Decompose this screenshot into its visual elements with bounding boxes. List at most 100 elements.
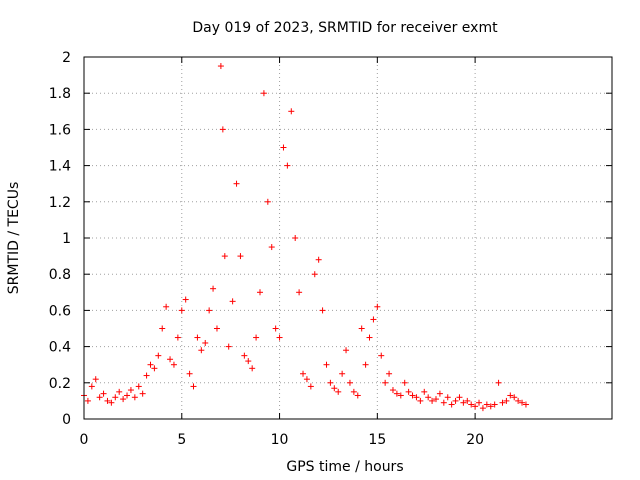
data-point (206, 307, 213, 314)
plot-frame (83, 56, 613, 420)
data-point (194, 334, 201, 341)
data-point (268, 244, 275, 251)
data-point (276, 334, 283, 341)
y-tick-label: 1.2 (49, 195, 71, 211)
data-point (112, 394, 119, 401)
y-tick-label: 0.4 (49, 340, 71, 356)
y-tick-label: 1.8 (49, 86, 71, 102)
data-point (139, 390, 146, 397)
data-point (303, 376, 310, 383)
data-point (104, 397, 111, 404)
data-point (479, 405, 486, 412)
data-point (468, 401, 475, 408)
chart-title: Day 019 of 2023, SRMTID for receiver exm… (192, 20, 498, 36)
data-point (374, 303, 381, 310)
data-point (124, 392, 131, 399)
data-point (315, 256, 322, 263)
axis-ticks: 00.20.40.60.811.21.41.61.820 5 10 15 20 (49, 50, 612, 448)
data-point (131, 394, 138, 401)
data-point (237, 253, 244, 260)
y-tick-label: 1 (62, 231, 71, 247)
data-point (456, 394, 463, 401)
data-point (219, 126, 226, 133)
data-point (397, 392, 404, 399)
data-point (100, 390, 107, 397)
y-tick-label: 2 (62, 50, 71, 66)
data-point (507, 392, 514, 399)
y-tick-label: 0 (62, 412, 71, 428)
data-point (413, 394, 420, 401)
data-point (354, 392, 361, 399)
x-axis-label: GPS time / hours (286, 459, 403, 475)
grid-lines (84, 57, 612, 419)
data-point (511, 394, 518, 401)
data-point (174, 334, 181, 341)
data-point (178, 307, 185, 314)
data-point (272, 325, 279, 332)
data-point (245, 358, 252, 365)
data-point (358, 325, 365, 332)
data-point (233, 180, 240, 187)
data-point (217, 63, 224, 70)
data-point (249, 365, 256, 372)
data-point (350, 388, 357, 395)
data-point (460, 399, 467, 406)
data-point (92, 376, 99, 383)
data-point (378, 352, 385, 359)
data-point (409, 392, 416, 399)
data-point (323, 361, 330, 368)
data-point (472, 403, 479, 410)
data-points (81, 63, 529, 412)
y-tick-label: 1.6 (49, 122, 71, 138)
data-point (452, 397, 459, 404)
data-point (221, 253, 228, 260)
data-point (280, 144, 287, 151)
data-point (311, 271, 318, 278)
data-point (366, 334, 373, 341)
data-point (436, 390, 443, 397)
data-point (483, 401, 490, 408)
data-point (108, 399, 115, 406)
data-point (346, 379, 353, 386)
data-point (495, 379, 502, 386)
x-tick-label: 0 (80, 432, 89, 448)
y-tick-label: 1.4 (49, 159, 71, 175)
data-point (362, 361, 369, 368)
data-point (331, 385, 338, 392)
data-point (264, 198, 271, 205)
data-point (417, 397, 424, 404)
data-point (143, 372, 150, 379)
data-point (116, 388, 123, 395)
data-point (147, 361, 154, 368)
data-point (241, 352, 248, 359)
data-point (307, 383, 314, 390)
data-point (343, 347, 350, 354)
data-point (135, 383, 142, 390)
data-point (382, 379, 389, 386)
data-point (213, 325, 220, 332)
data-point (253, 334, 260, 341)
data-point (84, 397, 91, 404)
data-point (120, 396, 127, 403)
data-point (96, 394, 103, 401)
x-tick-label: 20 (466, 432, 484, 448)
data-point (300, 370, 307, 377)
data-point (167, 356, 174, 363)
data-point (288, 108, 295, 115)
data-point (444, 394, 451, 401)
data-point (401, 379, 408, 386)
data-point (515, 397, 522, 404)
data-point (88, 383, 95, 390)
data-point (405, 388, 412, 395)
x-tick-label: 15 (368, 432, 386, 448)
data-point (155, 352, 162, 359)
data-point (421, 388, 428, 395)
data-point (260, 90, 267, 97)
data-point (229, 298, 236, 305)
data-point (425, 394, 432, 401)
data-point (499, 399, 506, 406)
data-point (296, 289, 303, 296)
data-point (225, 343, 232, 350)
y-tick-label: 0.6 (49, 303, 71, 319)
